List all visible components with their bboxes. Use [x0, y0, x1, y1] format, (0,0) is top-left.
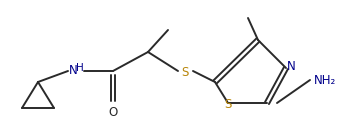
Text: H: H: [76, 63, 84, 73]
Text: S: S: [181, 67, 189, 79]
Text: O: O: [108, 107, 118, 120]
Text: S: S: [224, 99, 232, 112]
Text: N: N: [287, 59, 295, 72]
Text: N: N: [69, 64, 78, 78]
Text: NH₂: NH₂: [314, 74, 336, 87]
